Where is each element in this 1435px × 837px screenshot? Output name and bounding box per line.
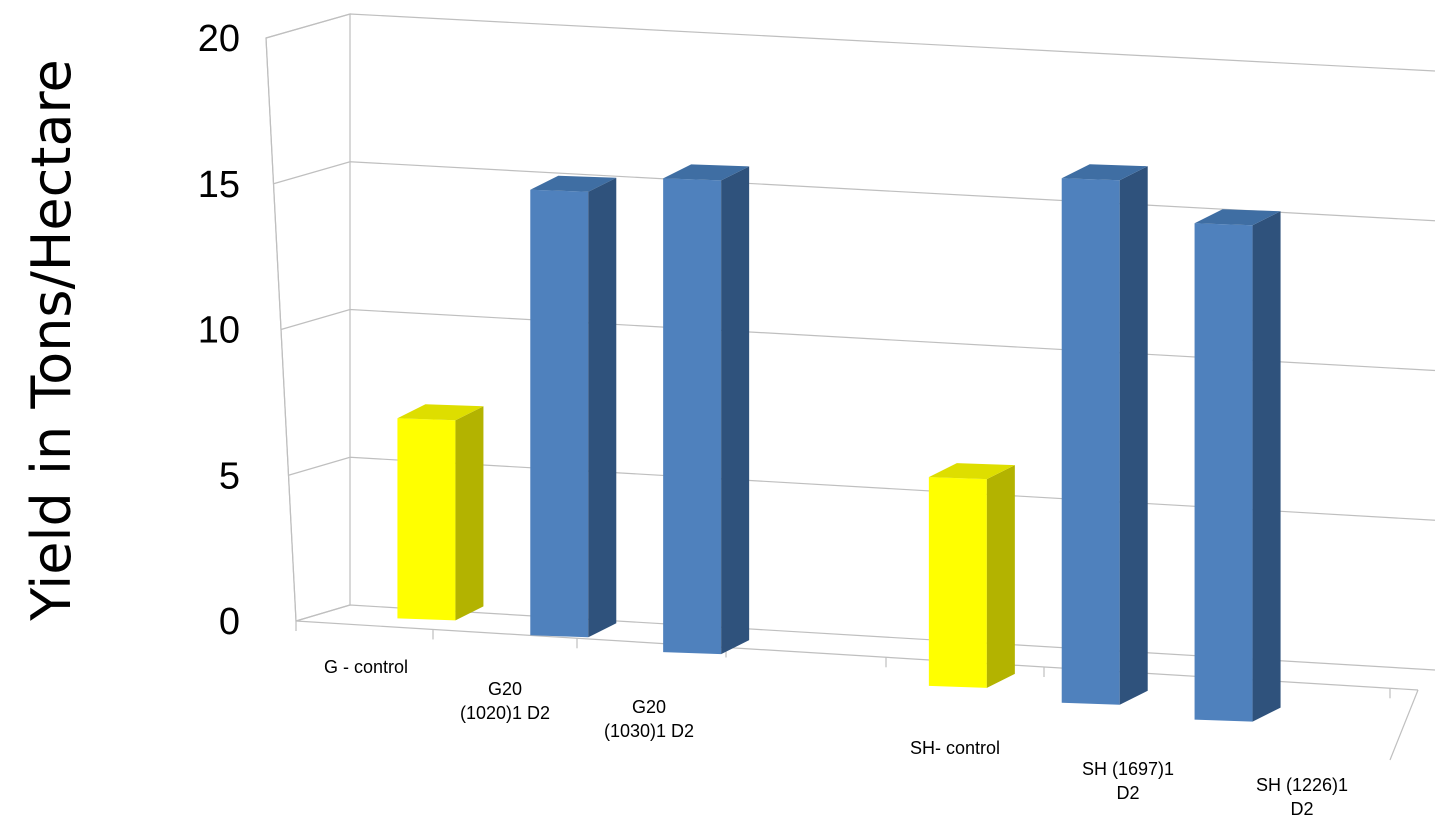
bar-top: [397, 404, 484, 421]
x-tick-label-line: G20: [632, 697, 666, 717]
bar-front: [530, 189, 589, 638]
bar: [530, 175, 617, 638]
x-tick-label-line: SH- control: [910, 738, 1000, 758]
bar-side: [588, 177, 617, 638]
y-tick-label: 15: [198, 164, 240, 206]
x-tick-labels: G - control G20 (1020)1 D2 G20 (1030)1 D2 SH-…: [324, 657, 1348, 819]
x-tick-label-line: D2: [1290, 799, 1313, 819]
y-tick-label: 20: [198, 18, 240, 60]
x-tick-label: G20 (1030)1 D2: [604, 697, 694, 741]
bar-side: [455, 406, 484, 621]
x-tick-label: SH- control: [910, 738, 1000, 758]
y-tick-label: 10: [198, 310, 240, 352]
bar-top: [1061, 164, 1148, 181]
x-tick-label: G - control: [324, 657, 408, 677]
bar-front: [1061, 178, 1120, 705]
bar: [397, 404, 484, 621]
x-tick-label: SH (1226)1 D2: [1256, 775, 1348, 819]
x-tick-label-line: (1020)1 D2: [460, 703, 550, 723]
y-tick-labels: 0 5 10 15 20: [198, 18, 240, 643]
gridline: [265, 13, 1435, 72]
floor-right-edge: [1389, 689, 1419, 761]
bar: [928, 463, 1015, 688]
x-tick-label-line: D2: [1116, 783, 1139, 803]
bars: [397, 164, 1281, 722]
x-tick-label: G20 (1020)1 D2: [460, 679, 550, 723]
bar: [1061, 164, 1148, 705]
x-tick-label-line: SH (1697)1: [1082, 759, 1174, 779]
bar-front: [928, 477, 987, 688]
bar-front: [663, 178, 722, 655]
bar-top: [1194, 209, 1281, 226]
bar-side: [1252, 211, 1281, 722]
bar: [663, 164, 750, 655]
y-axis-label: Yield in Tons/Hectare: [20, 59, 83, 622]
bar: [1194, 209, 1281, 722]
bar-top: [928, 463, 1015, 480]
y-tick-label: 5: [219, 455, 240, 497]
left-wall: [265, 13, 351, 622]
x-tick-label-line: SH (1226)1: [1256, 775, 1348, 795]
bar-side: [1119, 166, 1148, 705]
bar-top: [530, 175, 617, 192]
bar-side: [986, 465, 1015, 688]
bar-top: [663, 164, 750, 181]
x-tick-label: SH (1697)1 D2: [1082, 759, 1174, 803]
x-tick-label-line: G20: [488, 679, 522, 699]
y-tick-label: 0: [219, 601, 240, 643]
bar-front: [397, 418, 456, 621]
x-tick-label-line: (1030)1 D2: [604, 721, 694, 741]
x-tick-label-line: G - control: [324, 657, 408, 677]
bar-front: [1194, 223, 1253, 722]
bar-side: [721, 166, 750, 655]
